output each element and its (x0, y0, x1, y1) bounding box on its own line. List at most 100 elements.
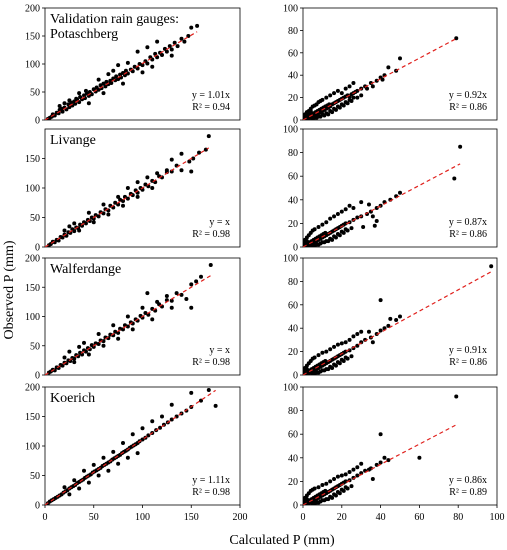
data-point (96, 332, 101, 337)
data-point (121, 81, 125, 86)
data-point (169, 305, 174, 310)
data-point (332, 91, 337, 96)
data-point (184, 296, 189, 301)
y-tick-label: 40 (288, 324, 298, 335)
data-point (355, 473, 360, 478)
data-point (164, 294, 169, 299)
data-point (351, 475, 356, 480)
data-point (62, 101, 67, 106)
data-point (123, 68, 128, 73)
panel-left-3: 0 50 100 150 200 Walferdange y = xR² = 0.98 (25, 254, 241, 382)
data-point (351, 467, 356, 472)
panel-title: Livange (50, 133, 96, 148)
data-point (195, 23, 200, 28)
data-point (458, 144, 463, 149)
data-point (77, 344, 82, 349)
data-point (143, 182, 148, 187)
data-point (328, 93, 333, 98)
x-tick-label: 20 (337, 512, 347, 523)
data-point (339, 341, 344, 346)
data-point (335, 474, 340, 479)
data-point (101, 343, 106, 348)
data-point (324, 95, 329, 100)
data-point (324, 239, 329, 244)
data-point (111, 68, 116, 73)
data-point (343, 485, 348, 490)
y-tick-label: 80 (288, 26, 298, 37)
data-point (359, 461, 364, 466)
data-point (72, 356, 77, 361)
data-point (82, 468, 86, 473)
data-point (370, 84, 375, 89)
data-point (320, 482, 325, 487)
data-point (328, 109, 333, 114)
data-point (335, 104, 340, 109)
data-point (96, 87, 101, 92)
y-tick-label: 0 (293, 371, 298, 382)
data-point (306, 372, 311, 375)
data-point (158, 425, 163, 430)
data-point (135, 451, 140, 456)
data-point (355, 332, 360, 337)
data-point (359, 93, 364, 98)
data-point (146, 433, 151, 438)
data-point (316, 242, 321, 247)
regression-equation: y = 1.11x (192, 475, 230, 486)
data-point (179, 36, 184, 41)
data-point (155, 39, 160, 44)
points-group (303, 144, 463, 247)
data-point (320, 498, 325, 503)
data-point (398, 56, 402, 61)
regression-equation: y = 0.92x (449, 90, 487, 101)
data-point (347, 337, 352, 342)
data-point (351, 206, 356, 211)
data-point (339, 209, 344, 214)
data-point (199, 274, 203, 279)
data-point (91, 344, 96, 349)
plot-frame (302, 257, 498, 376)
data-point (114, 74, 119, 79)
data-point (335, 211, 340, 216)
data-point (324, 497, 329, 502)
data-point (335, 490, 340, 495)
data-point (103, 84, 108, 89)
data-point (332, 477, 337, 482)
r-squared-label: R² = 0.98 (192, 229, 230, 240)
data-point (174, 291, 179, 296)
points-group (45, 23, 200, 120)
data-point (370, 214, 375, 219)
regression-equation: y = x (209, 345, 230, 356)
data-point (359, 329, 364, 334)
y-tick-label: 200 (25, 4, 40, 15)
data-point (213, 403, 218, 408)
data-point (320, 222, 325, 227)
data-point (162, 46, 167, 51)
y-tick-label: 60 (288, 430, 298, 441)
data-point (83, 349, 88, 354)
data-point (343, 86, 348, 91)
data-point (132, 64, 137, 69)
panel-subtitle: Potaschberg (50, 27, 118, 42)
r-squared-label: R² = 0.86 (449, 102, 487, 113)
y-tick-label: 0 (293, 116, 298, 127)
data-point (179, 151, 184, 156)
x-tick-label: 40 (376, 512, 386, 523)
y-tick-label: 0 (35, 371, 40, 382)
y-tick-label: 150 (25, 283, 40, 294)
x-tick-label: 100 (490, 512, 505, 523)
data-point (316, 114, 321, 119)
data-point (386, 323, 391, 328)
data-point (62, 355, 67, 360)
data-point (339, 357, 344, 362)
data-point (378, 432, 383, 437)
y-tick-label: 60 (288, 300, 298, 311)
data-point (189, 305, 194, 310)
data-point (150, 186, 155, 190)
data-point (335, 88, 340, 93)
data-point (155, 299, 160, 304)
data-point (351, 95, 356, 100)
data-point (343, 100, 348, 105)
data-point (194, 279, 199, 284)
